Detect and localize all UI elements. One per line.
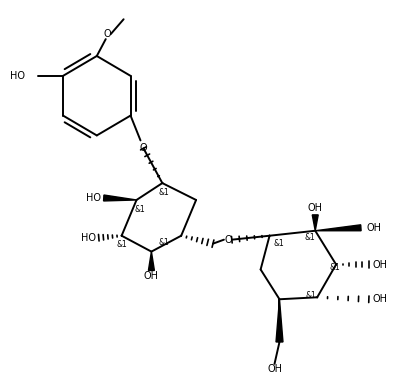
Text: O: O bbox=[140, 143, 147, 153]
Polygon shape bbox=[312, 215, 318, 231]
Text: O: O bbox=[224, 235, 232, 245]
Text: &1: &1 bbox=[158, 187, 169, 196]
Polygon shape bbox=[276, 299, 283, 342]
Text: &1: &1 bbox=[135, 205, 146, 214]
Text: OH: OH bbox=[373, 294, 388, 304]
Text: &1: &1 bbox=[158, 238, 169, 247]
Text: OH: OH bbox=[144, 271, 159, 281]
Text: OH: OH bbox=[308, 203, 323, 213]
Text: OH: OH bbox=[373, 260, 388, 270]
Text: HO: HO bbox=[81, 233, 96, 243]
Text: &1: &1 bbox=[117, 240, 128, 249]
Polygon shape bbox=[103, 195, 136, 201]
Polygon shape bbox=[148, 252, 154, 270]
Text: &1: &1 bbox=[304, 233, 315, 242]
Text: HO: HO bbox=[10, 71, 25, 81]
Text: &1: &1 bbox=[274, 239, 284, 248]
Polygon shape bbox=[315, 225, 361, 231]
Text: OH: OH bbox=[267, 364, 282, 374]
Text: O: O bbox=[104, 29, 111, 39]
Text: &1: &1 bbox=[329, 263, 340, 272]
Text: &1: &1 bbox=[305, 291, 316, 300]
Text: OH: OH bbox=[367, 223, 382, 233]
Text: HO: HO bbox=[86, 193, 101, 203]
